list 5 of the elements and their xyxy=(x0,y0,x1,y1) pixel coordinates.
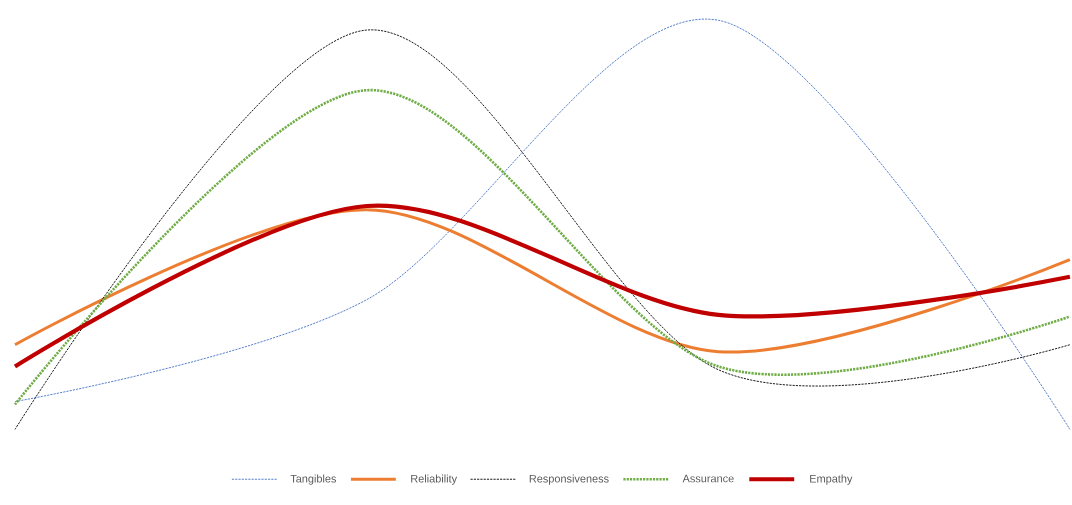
legend-label: Tangibles xyxy=(290,474,337,485)
legend-label: Assurance xyxy=(682,474,734,483)
legend-label: Reliability xyxy=(411,474,458,485)
legend-label: Responsiveness xyxy=(529,474,609,485)
legend-label: Empathy xyxy=(810,474,853,485)
